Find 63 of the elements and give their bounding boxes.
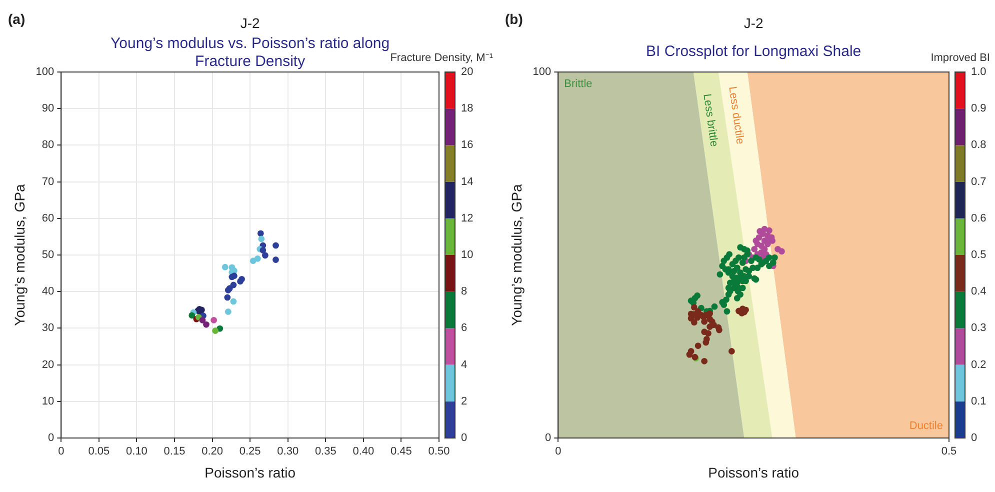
- x-tick-label: 0.40: [352, 446, 374, 458]
- color-bar-label: 0: [971, 432, 978, 444]
- color-bar-label: 20: [461, 66, 474, 78]
- color-bar-label: 0.1: [971, 395, 986, 408]
- color-bar-label: 0.2: [971, 358, 986, 371]
- color-bar-label: 8: [461, 286, 468, 298]
- color-bar-label: 6: [461, 322, 468, 334]
- y-tick-label: 50: [42, 249, 54, 262]
- x-tick-label: 0: [555, 446, 562, 458]
- chart-subtitle: BI Crossplot for Longmaxi Shale: [646, 43, 862, 60]
- x-axis-title: Poisson’s ratio: [708, 464, 800, 480]
- y-tick-label: 0: [48, 432, 54, 444]
- color-bar-title: Fracture Density, M⁻¹: [390, 52, 494, 64]
- color-bar-label: 0.4: [971, 286, 986, 298]
- color-bar-label: 0.5: [971, 249, 986, 262]
- x-tick-label: 0.10: [126, 446, 148, 458]
- color-bar-label: 14: [461, 176, 474, 188]
- y-tick-label: 100: [36, 66, 54, 78]
- chart-subtitle: Young’s modulus vs. Poisson’s ratio along Fracture Density: [110, 35, 390, 70]
- color-bar-label: 0.7: [971, 176, 986, 188]
- x-tick-label: 0.5: [941, 446, 957, 458]
- color-bar-label: 1.0: [971, 66, 986, 78]
- annotation: Less brittle: [700, 93, 720, 148]
- text: (b): [505, 10, 523, 27]
- x-tick-label: 0.20: [202, 446, 224, 458]
- y-axis-title: Young’s modulus, GPa: [11, 184, 28, 326]
- color-bar-label: 16: [461, 139, 474, 152]
- color-bar-label: 2: [461, 395, 468, 408]
- x-tick-label: 0.45: [390, 446, 412, 458]
- color-bar-label: 4: [461, 358, 468, 371]
- color-bar-label: 0.6: [971, 212, 986, 224]
- y-tick-label: 60: [42, 212, 54, 224]
- x-tick-label: 0.50: [428, 446, 450, 458]
- annotation: Less ductile: [726, 86, 746, 145]
- color-bar-label: 12: [461, 212, 474, 224]
- x-tick-label: 0.25: [239, 446, 261, 458]
- y-tick-label: 30: [42, 322, 54, 334]
- y-tick-label: 10: [42, 395, 54, 408]
- chart-title: J-2: [240, 14, 260, 31]
- x-tick-label: 0: [58, 446, 64, 458]
- y-tick-label: 70: [42, 176, 54, 188]
- color-bar-label: 0.8: [971, 139, 986, 152]
- x-tick-label: 0.35: [314, 446, 336, 458]
- color-bar-label: 10: [461, 249, 474, 262]
- y-tick-label: 20: [42, 358, 54, 371]
- x-tick-label: 0.30: [277, 446, 299, 458]
- annotation: Brittle: [564, 78, 592, 90]
- x-axis-title: Poisson’s ratio: [204, 464, 296, 480]
- x-tick-label: 0.15: [164, 446, 186, 458]
- chart-title: J-2: [744, 14, 764, 31]
- y-tick-label: 40: [42, 286, 54, 298]
- y-tick-label: 90: [42, 102, 54, 115]
- color-bar-label: 0.3: [971, 322, 986, 334]
- color-bar-label: 0: [461, 432, 468, 444]
- y-axis-title: Young’s modulus, GPa: [508, 184, 524, 326]
- x-tick-label: 0.05: [88, 446, 110, 458]
- y-tick-label: 100: [532, 66, 552, 78]
- text: (a): [8, 10, 26, 27]
- y-tick-label: 80: [42, 139, 54, 152]
- color-bar-label: 18: [461, 102, 474, 115]
- color-bar-label: 0.9: [971, 102, 986, 115]
- color-bar-title: Improved BI: [930, 52, 990, 64]
- annotation: Ductile: [909, 420, 943, 432]
